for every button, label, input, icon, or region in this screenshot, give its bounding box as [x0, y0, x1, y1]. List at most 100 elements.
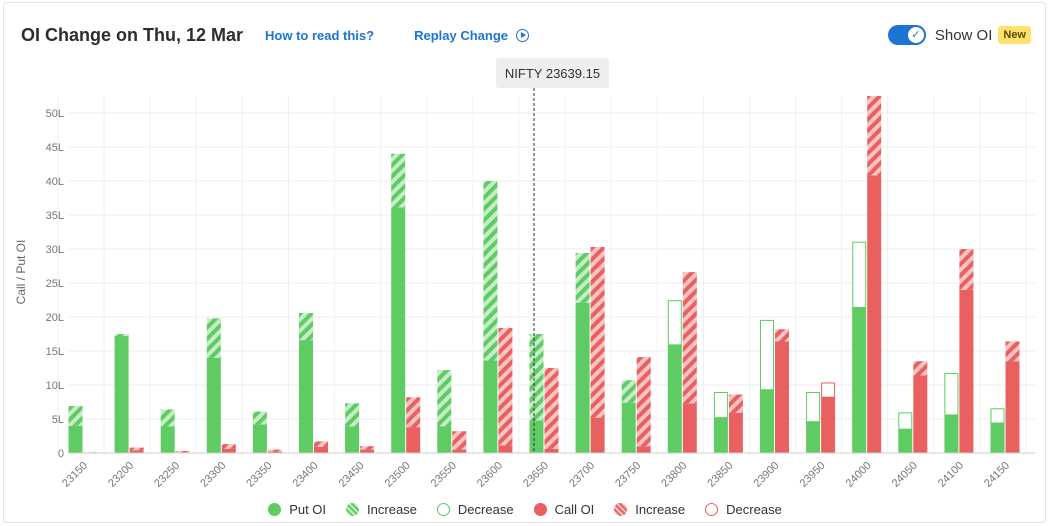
call-bar-increase: [728, 394, 743, 413]
put-bar-base: [667, 344, 682, 453]
x-tick-label: 24150: [982, 460, 1012, 490]
show-oi-control: ✓ Show OI New: [887, 25, 1031, 45]
call-bar-increase: [1005, 341, 1020, 362]
call-bar-base: [129, 450, 144, 453]
call-bar-base: [221, 448, 236, 453]
legend-call-increase[interactable]: Increase: [614, 502, 685, 517]
legend-put-oi[interactable]: Put OI: [268, 502, 326, 517]
put-bar-decrease: [990, 408, 1005, 424]
call-bar-base: [821, 397, 836, 453]
legend-put-increase[interactable]: Increase: [346, 502, 417, 517]
x-tick-label: 23550: [429, 460, 459, 490]
put-bar-increase: [391, 153, 406, 208]
call-bar-base: [682, 403, 697, 453]
x-tick-label: 24000: [844, 460, 874, 490]
put-bar-increase: [575, 253, 590, 303]
put-bar-base: [760, 389, 774, 453]
show-oi-toggle[interactable]: ✓: [887, 25, 926, 45]
call-increase-swatch: [614, 502, 628, 516]
page-title: OI Change on Thu, 12 Mar: [21, 24, 244, 45]
put-bar-increase: [160, 409, 175, 427]
call-bar-base: [867, 175, 882, 453]
call-bar-base: [452, 449, 467, 453]
call-bar-increase: [360, 446, 375, 450]
legend-call-decrease[interactable]: Decrease: [705, 502, 782, 517]
call-bar-increase: [867, 96, 882, 176]
chart-card: [3, 2, 1046, 523]
x-tick-label: 23600: [475, 460, 505, 490]
call-bar-base: [314, 446, 328, 453]
put-bar-base: [206, 357, 221, 453]
put-bar-decrease: [852, 241, 867, 308]
put-bar-base: [621, 402, 636, 453]
call-bar-increase: [636, 357, 651, 447]
x-tick-label: 23300: [198, 460, 228, 490]
how-to-read-link[interactable]: How to read this?: [265, 27, 375, 43]
header: OI Change on Thu, 12 Mar How to read thi…: [21, 22, 1031, 48]
put-bar-base: [299, 340, 313, 453]
x-tick-label: 23400: [291, 460, 321, 490]
legend-put-oi-label: Put OI: [289, 501, 327, 517]
put-bar-base: [160, 426, 175, 453]
call-decrease-swatch: [705, 502, 719, 516]
put-bar-base: [483, 360, 498, 453]
y-tick-label: 50L: [46, 108, 64, 120]
put-bar-decrease: [760, 319, 774, 391]
call-bar-base: [1005, 361, 1020, 453]
spot-price-label: NIFTY 23639.15: [496, 58, 609, 88]
put-bar-base: [437, 426, 452, 453]
legend: Put OI Increase Decrease Call OI Increas…: [0, 499, 1050, 519]
put-bar-increase: [621, 380, 636, 403]
call-bar-increase: [498, 327, 513, 446]
x-tick-label: 24100: [936, 460, 966, 490]
put-bar-increase: [114, 334, 129, 337]
call-bar-increase: [129, 447, 144, 451]
call-bar-base: [590, 417, 605, 453]
y-tick-label: 40L: [46, 176, 64, 188]
call-bar-base: [636, 446, 651, 453]
x-tick-label: 23800: [659, 460, 689, 490]
x-tick-label: 23850: [705, 460, 735, 490]
call-bar-base: [959, 289, 974, 453]
call-bar-increase: [221, 444, 236, 449]
legend-put-increase-label: Increase: [367, 501, 417, 517]
call-bar-base: [360, 449, 375, 453]
put-bar-increase: [252, 411, 267, 425]
legend-call-oi-label: Call OI: [554, 501, 595, 517]
put-bar-increase: [437, 370, 452, 427]
x-tick-label: 23650: [521, 460, 551, 490]
put-bar-decrease: [944, 372, 959, 416]
y-tick-label: 25L: [46, 278, 64, 290]
replay-change-button[interactable]: Replay Change: [414, 28, 530, 43]
legend-call-increase-label: Increase: [635, 501, 686, 517]
call-oi-swatch: [533, 502, 547, 516]
legend-call-oi[interactable]: Call OI: [533, 501, 595, 517]
put-bar-base: [944, 414, 959, 453]
call-bar-base: [913, 375, 928, 453]
put-bar-base: [806, 421, 821, 453]
legend-put-decrease[interactable]: Decrease: [436, 502, 514, 517]
x-tick-label: 23450: [337, 460, 367, 490]
new-badge: New: [998, 26, 1031, 44]
x-tick-label: 23700: [567, 460, 597, 490]
call-bar-decrease: [821, 382, 836, 398]
put-bar-base: [114, 336, 129, 453]
y-tick-label: 10L: [46, 380, 64, 392]
call-bar-increase: [682, 272, 697, 404]
call-bar-increase: [913, 361, 928, 376]
call-bar-base: [775, 341, 789, 453]
call-bar-base: [406, 427, 421, 453]
put-bar-base: [852, 307, 867, 453]
show-oi-label: Show OI: [934, 26, 993, 44]
call-bar-increase: [544, 368, 559, 449]
call-bar-increase: [314, 441, 328, 447]
y-tick-label: 15L: [46, 346, 64, 358]
y-tick-label: 45L: [46, 142, 64, 154]
put-bar-base: [898, 429, 913, 453]
x-tick-label: 23350: [244, 460, 274, 490]
put-bar-increase: [483, 181, 498, 361]
put-bar-decrease: [806, 391, 821, 423]
y-axis-label: Call / Put OI: [14, 240, 28, 305]
call-bar-base: [498, 445, 513, 453]
y-tick-label: 20L: [46, 312, 64, 324]
